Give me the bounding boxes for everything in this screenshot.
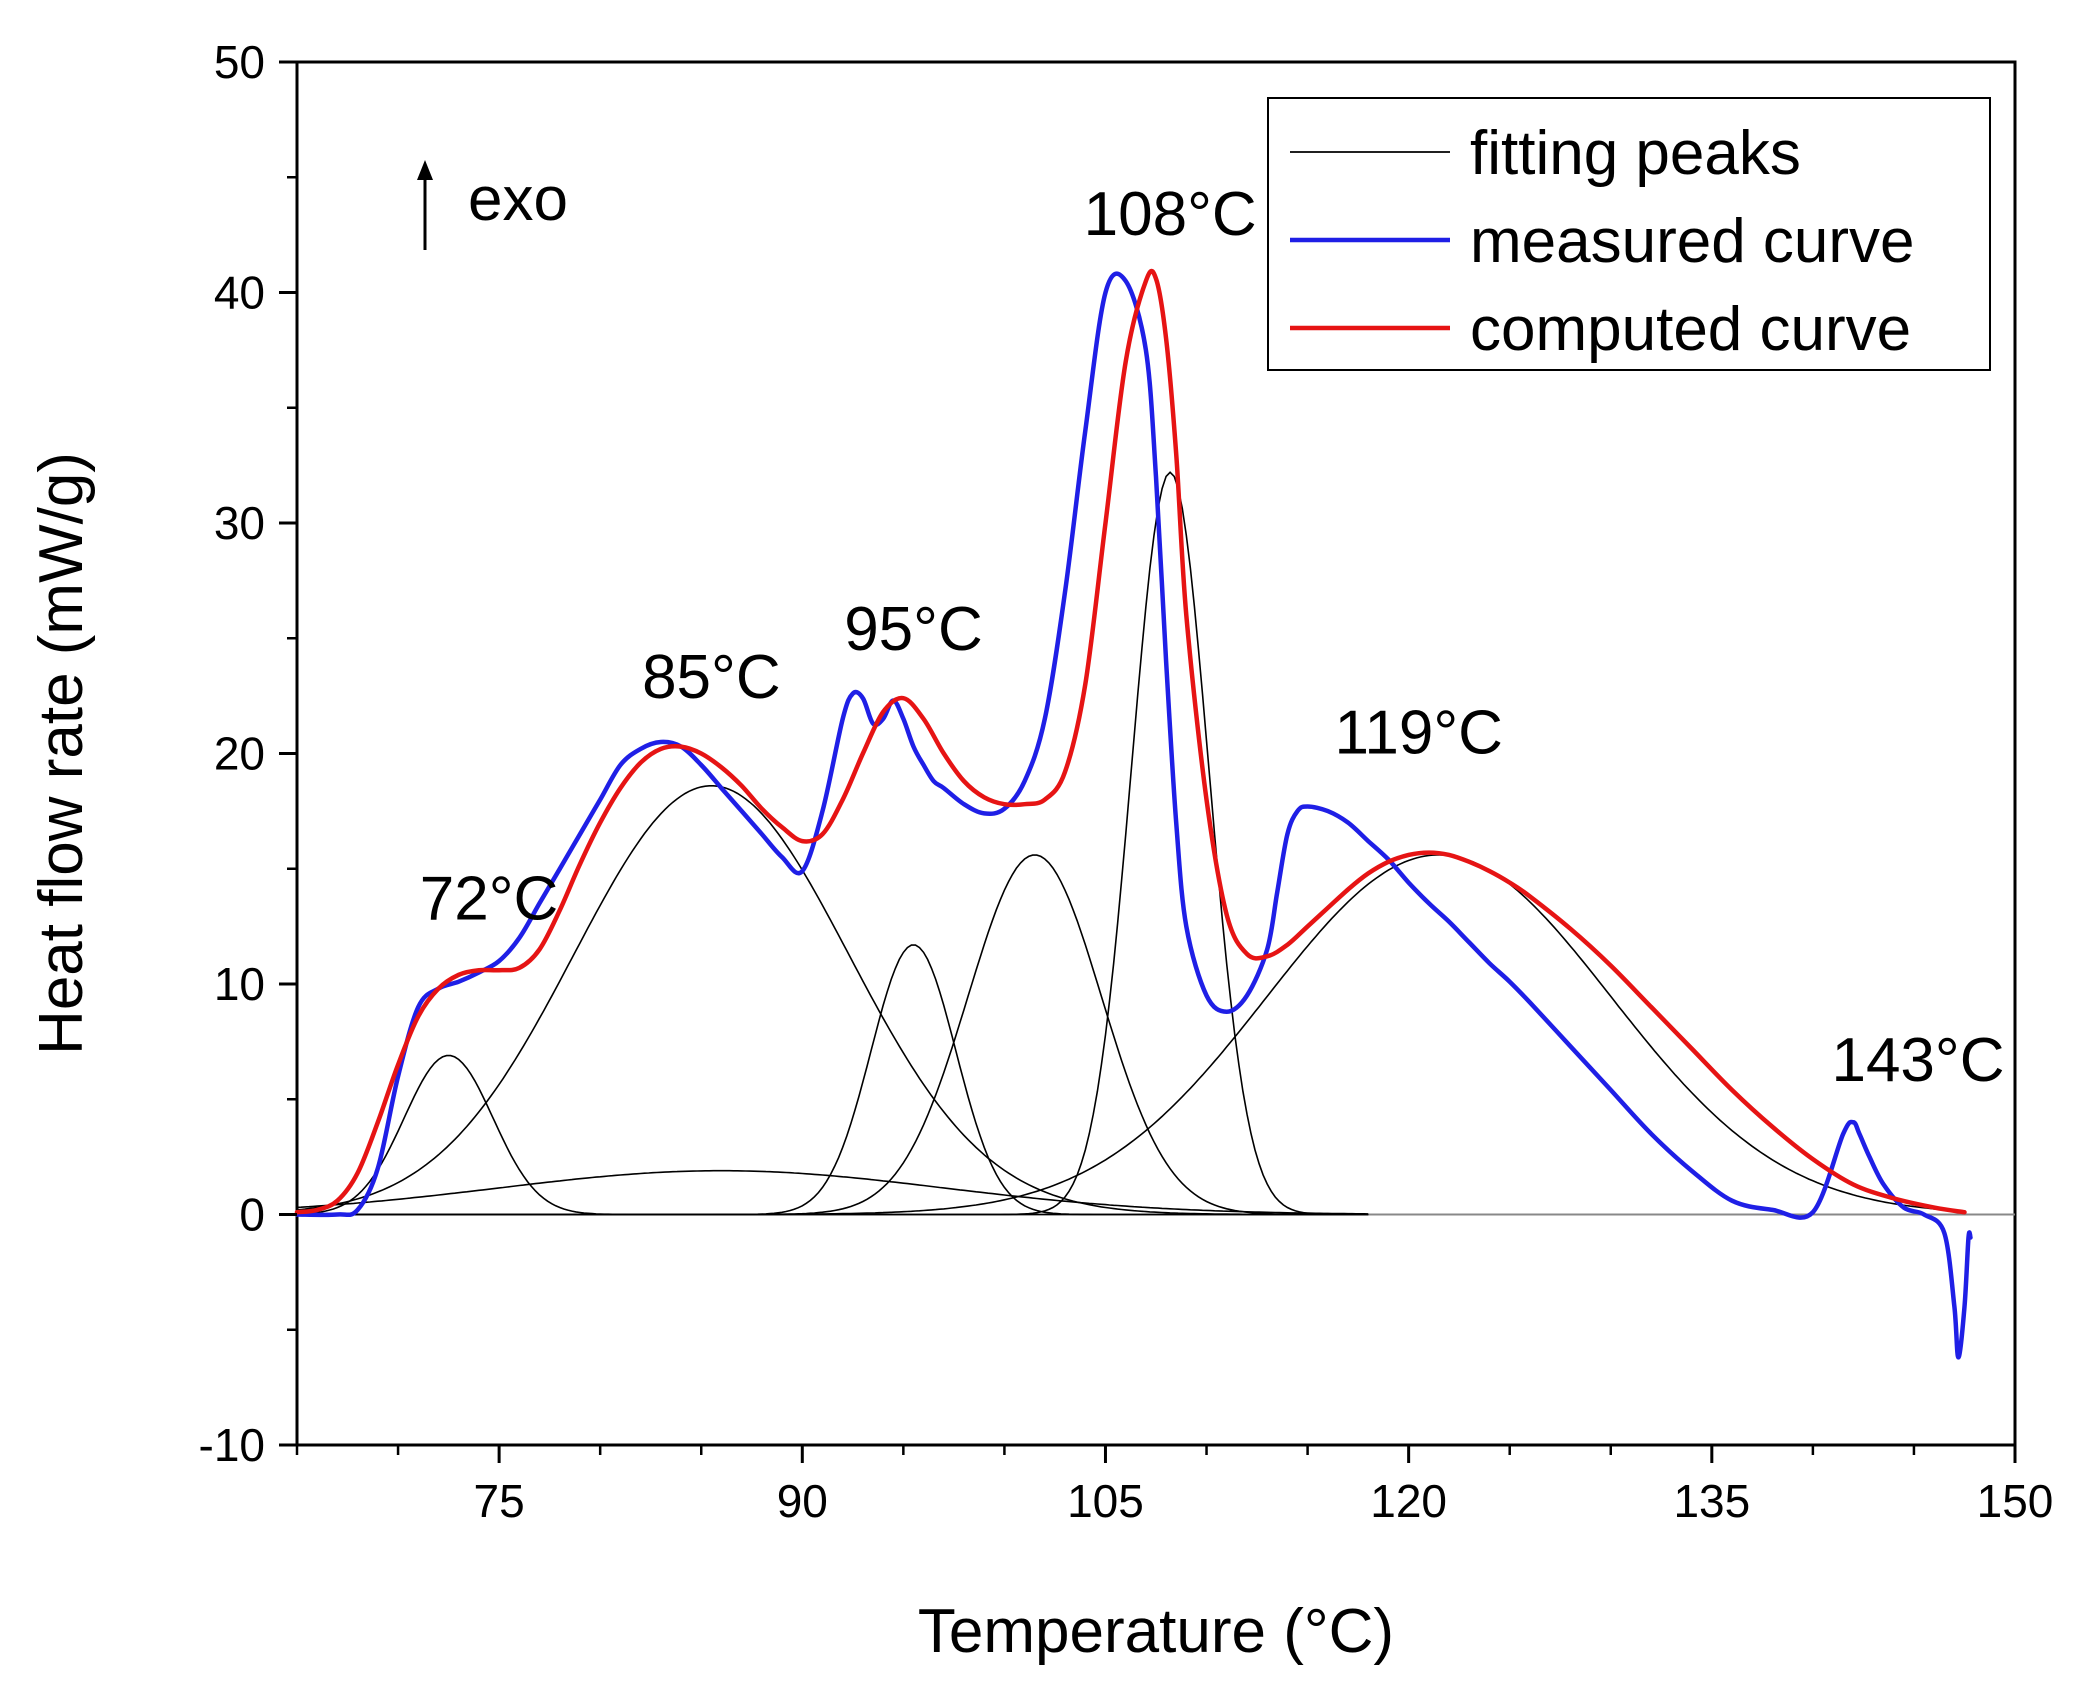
y-tick-label: 20 xyxy=(214,728,265,780)
measured-curve-line xyxy=(294,271,1973,1360)
series-group xyxy=(294,268,1973,1360)
x-tick-label: 135 xyxy=(1673,1475,1750,1527)
peak-annotation: 72°C xyxy=(420,864,559,933)
peak-annotation: 108°C xyxy=(1084,180,1257,249)
x-tick-label: 105 xyxy=(1067,1475,1144,1527)
exo-indicator: exo xyxy=(417,160,568,250)
x-tick-label: 150 xyxy=(1977,1475,2054,1527)
peak-annotation: 85°C xyxy=(642,643,781,712)
y-tick-label: 50 xyxy=(214,36,265,88)
x-axis-ticks: 75 90 105 120 135 150 xyxy=(295,1445,2054,1527)
exo-arrowhead-icon xyxy=(417,160,433,180)
y-tick-label: 40 xyxy=(214,267,265,319)
fitting-peak-line xyxy=(296,1054,1369,1216)
peak-annotations: 72°C 85°C 95°C 108°C 119°C 143°C xyxy=(420,180,2005,1095)
fitting-peak-line xyxy=(296,785,1369,1216)
y-tick-label: 0 xyxy=(239,1189,265,1241)
peak-annotation: 95°C xyxy=(844,595,983,664)
y-tick-label: 10 xyxy=(214,958,265,1010)
legend-box xyxy=(1267,97,1991,371)
y-axis-title: Heat flow rate (mW/g) xyxy=(27,452,96,1055)
plot-area xyxy=(294,60,2017,1447)
x-tick-label: 120 xyxy=(1370,1475,1447,1527)
y-axis-ticks: -10 0 10 20 30 40 50 xyxy=(199,36,297,1471)
computed-curve-line xyxy=(294,268,1967,1215)
y-tick-label: -10 xyxy=(199,1419,265,1471)
x-axis-title: Temperature (°C) xyxy=(918,1597,1394,1666)
legend-label-computed: computed curve xyxy=(1470,295,1911,364)
peak-annotation: 143°C xyxy=(1831,1026,2004,1095)
fitting-peak-line xyxy=(296,1169,1369,1215)
legend-label-measured: measured curve xyxy=(1470,207,1915,276)
legend-label-fitting: fitting peaks xyxy=(1470,119,1801,188)
legend: fitting peaks measured curve computed curv… xyxy=(1267,97,1991,371)
fitting-peak-line xyxy=(297,944,1369,1216)
peak-annotation: 119°C xyxy=(1335,699,1503,768)
y-tick-label: 30 xyxy=(214,497,265,549)
fitting-peak-line xyxy=(297,854,1963,1216)
exo-label: exo xyxy=(468,165,568,234)
fitting-peaks-group xyxy=(296,471,1963,1216)
x-tick-label: 75 xyxy=(474,1475,525,1527)
fitting-peak-line xyxy=(297,471,1369,1216)
x-tick-label: 90 xyxy=(777,1475,828,1527)
